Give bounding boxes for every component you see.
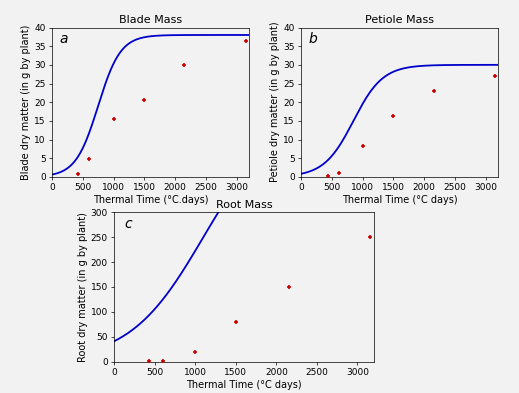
- Title: Blade Mass: Blade Mass: [119, 15, 182, 25]
- X-axis label: Thermal Time (°C days): Thermal Time (°C days): [342, 195, 457, 205]
- Text: b: b: [309, 32, 318, 46]
- Y-axis label: Petiole dry matter (in g by plant): Petiole dry matter (in g by plant): [270, 22, 280, 182]
- Y-axis label: Root dry matter (in g by plant): Root dry matter (in g by plant): [78, 212, 88, 362]
- X-axis label: Thermal Time (°C days): Thermal Time (°C days): [186, 380, 302, 389]
- Y-axis label: Blade dry matter (in g by plant): Blade dry matter (in g by plant): [21, 24, 31, 180]
- Text: a: a: [60, 32, 69, 46]
- X-axis label: Thermal Time (°C.days): Thermal Time (°C.days): [93, 195, 208, 205]
- Title: Petiole Mass: Petiole Mass: [365, 15, 434, 25]
- Title: Root Mass: Root Mass: [215, 200, 272, 210]
- Text: c: c: [125, 217, 132, 231]
